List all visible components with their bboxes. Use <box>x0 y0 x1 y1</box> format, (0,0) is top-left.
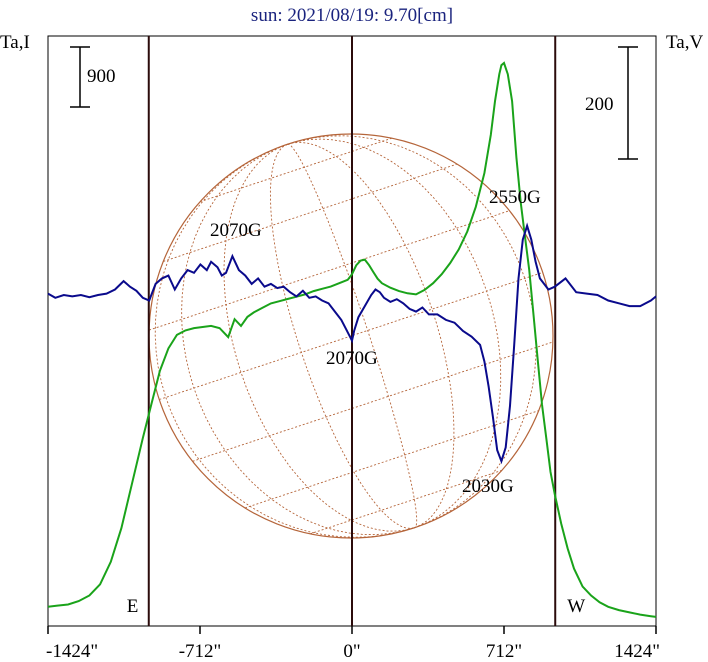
annotations: 2070G 2070G 2550G 2030G <box>210 187 541 497</box>
limb-label: E <box>127 596 139 617</box>
left-scale-bar: 900 <box>70 46 116 108</box>
right-scale-bar: 200 <box>585 46 638 160</box>
field-annotation: 2070G <box>326 348 378 369</box>
longitude-line <box>287 138 502 529</box>
series-layer <box>47 61 657 618</box>
longitude-line <box>181 143 415 536</box>
longitude-line <box>287 143 418 529</box>
left-scale-value: 900 <box>87 66 116 87</box>
longitude-line <box>154 143 415 538</box>
x-tick-label: -712" <box>179 641 222 662</box>
series-ta-i-line <box>47 61 657 618</box>
latitude-line <box>192 341 554 462</box>
chart-title: sun: 2021/08/19: 9.70[cm] <box>251 5 453 26</box>
right-axis-label: Ta,V <box>666 32 703 53</box>
limb-label: W <box>567 596 585 617</box>
latitude-line <box>148 210 510 331</box>
latitude-line <box>244 410 539 509</box>
latitude-line <box>199 137 392 203</box>
x-tick-label: 1424" <box>614 641 660 662</box>
field-annotation: 2030G <box>462 476 514 497</box>
latitude-line <box>163 163 458 262</box>
x-axis-ticks: -1424" -712" 0" 712" 1424" <box>46 626 660 662</box>
longitude-line <box>287 141 455 529</box>
series-ta-v-line <box>47 222 657 465</box>
field-annotation: 2070G <box>210 220 262 241</box>
right-scale-value: 200 <box>585 94 614 115</box>
left-axis-label: Ta,I <box>0 32 30 53</box>
x-tick-label: -1424" <box>46 641 98 662</box>
x-tick-label: 0" <box>343 641 360 662</box>
latitude-line <box>310 469 503 535</box>
longitude-line <box>223 143 415 532</box>
x-tick-label: 712" <box>486 641 522 662</box>
longitude-line <box>287 135 537 529</box>
longitude-line <box>269 143 415 529</box>
field-annotation: 2550G <box>489 187 541 208</box>
